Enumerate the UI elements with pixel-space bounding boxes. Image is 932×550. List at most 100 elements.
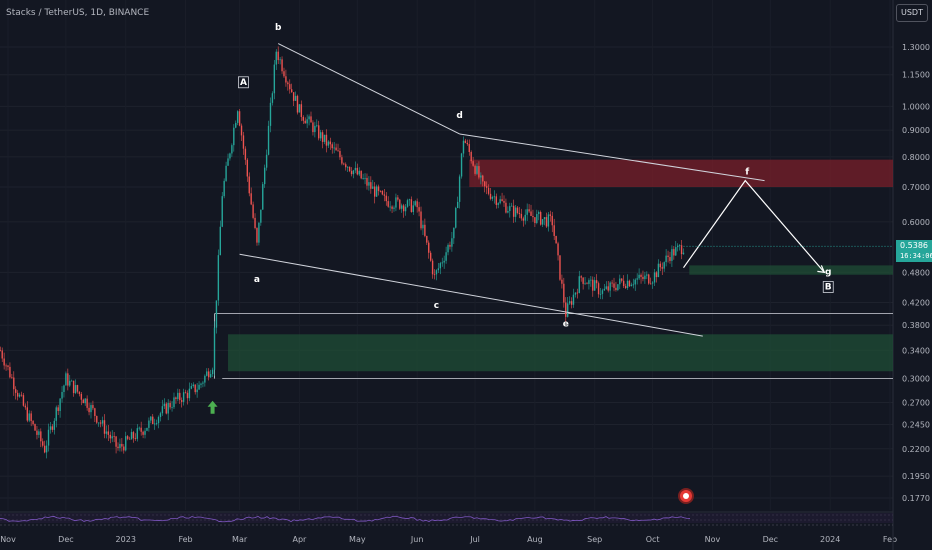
candle-body xyxy=(254,217,256,229)
candle-body xyxy=(576,292,579,294)
candle-body xyxy=(308,116,310,120)
candle-body xyxy=(244,148,247,160)
candle-body xyxy=(397,197,399,200)
candle-body xyxy=(429,252,432,261)
candle-body xyxy=(339,150,341,158)
wave-label-e: e xyxy=(563,319,569,329)
candle-body xyxy=(634,279,636,285)
candle-body xyxy=(82,399,84,404)
candle-body xyxy=(665,255,667,263)
candle-body xyxy=(204,375,206,383)
x-tick-label: Feb xyxy=(178,535,192,544)
candle-body xyxy=(86,398,88,408)
candle-body xyxy=(491,197,494,199)
candle-body xyxy=(375,186,378,197)
candle-body xyxy=(509,206,511,211)
candle-body xyxy=(507,210,509,213)
candle-body xyxy=(105,431,108,434)
candle-body xyxy=(373,186,376,197)
candle-body xyxy=(115,436,117,447)
wave-label-c: c xyxy=(434,301,439,311)
candle-body xyxy=(648,274,650,284)
candle-body xyxy=(246,159,249,177)
candle-body xyxy=(358,170,360,175)
candle-body xyxy=(395,197,397,208)
candle-body xyxy=(94,408,96,416)
candle-body xyxy=(352,170,355,175)
currency-button[interactable]: USDT xyxy=(896,4,928,22)
candle-body xyxy=(3,358,5,366)
candle-body xyxy=(534,217,536,224)
wave-label-b: b xyxy=(275,23,282,33)
candle-body xyxy=(524,214,526,221)
last-price-value: 0.5386 xyxy=(900,241,928,250)
candle-body xyxy=(628,280,631,287)
candle-body xyxy=(484,181,486,187)
candle-body xyxy=(291,89,293,93)
candle-body xyxy=(229,153,231,159)
candle-body xyxy=(566,303,569,317)
candle-body xyxy=(5,365,7,367)
candle-body xyxy=(673,249,675,256)
candle-body xyxy=(360,170,362,179)
candle-body xyxy=(368,182,370,186)
candle-body xyxy=(646,274,648,276)
candle-body xyxy=(555,235,557,244)
candle-body xyxy=(300,104,303,117)
candle-body xyxy=(545,217,548,227)
candle-body xyxy=(42,441,44,446)
candle-body xyxy=(530,211,532,216)
x-tick-label: Jun xyxy=(410,535,424,544)
candle-body xyxy=(588,280,590,284)
candle-body xyxy=(401,205,403,209)
wave-label-d: d xyxy=(456,111,462,121)
candle-body xyxy=(391,206,393,209)
candle-body xyxy=(651,282,654,284)
candle-body xyxy=(283,71,285,77)
candle-body xyxy=(213,327,216,370)
candle-body xyxy=(130,432,133,440)
candle-countdown: 16:34:06 xyxy=(900,252,932,260)
candle-body xyxy=(551,215,553,226)
trendline xyxy=(459,133,765,182)
candle-body xyxy=(150,416,152,421)
indicator-line xyxy=(0,515,691,523)
candle-body xyxy=(167,403,169,414)
candle-body xyxy=(644,275,646,280)
candle-body xyxy=(605,286,607,289)
candle-body xyxy=(260,209,262,223)
candle-body xyxy=(667,255,669,258)
candle-body xyxy=(99,422,102,424)
candle-body xyxy=(389,206,391,208)
candle-body xyxy=(333,147,335,149)
projection-arrowhead-icon xyxy=(817,265,826,274)
candle-body xyxy=(495,196,497,205)
candle-body xyxy=(198,384,200,390)
candle-body xyxy=(563,283,565,303)
candle-body xyxy=(453,227,455,239)
candle-body xyxy=(281,59,283,72)
candle-body xyxy=(638,274,640,279)
candle-body xyxy=(570,301,573,305)
candle-body xyxy=(53,420,56,430)
candle-body xyxy=(217,255,220,301)
candle-body xyxy=(289,84,291,90)
candle-body xyxy=(275,51,277,65)
candle-body xyxy=(128,438,131,440)
candle-body xyxy=(298,104,301,113)
candle-body xyxy=(501,199,503,201)
candle-body xyxy=(649,283,652,285)
candle-body xyxy=(92,405,94,409)
candle-body xyxy=(98,422,100,424)
y-tick-label: 0.4800 xyxy=(902,268,930,277)
candle-body xyxy=(47,429,50,446)
wave-label-B: B xyxy=(825,282,832,292)
candle-body xyxy=(227,158,229,166)
last-price-tag: 0.5386 16:34:06 xyxy=(896,240,932,262)
candle-body xyxy=(40,431,42,442)
candle-body xyxy=(74,385,77,394)
candle-body xyxy=(153,423,156,425)
candle-body xyxy=(310,116,312,123)
candle-body xyxy=(607,286,609,291)
